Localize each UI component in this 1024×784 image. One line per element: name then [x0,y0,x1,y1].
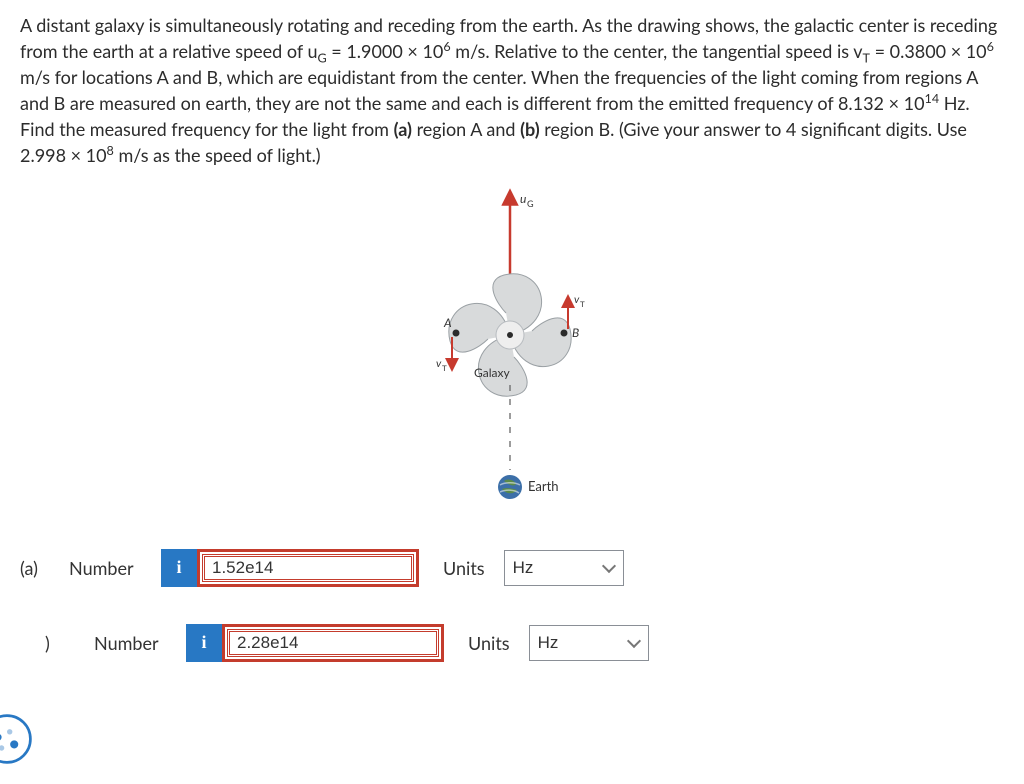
unit-select-b[interactable]: Hz [529,625,649,661]
unit-select-a[interactable]: Hz [504,550,624,586]
info-icon[interactable]: i [186,624,222,662]
number-label-a: Number [69,557,147,579]
number-input-b[interactable] [222,624,444,662]
svg-text:u: u [520,191,526,206]
question-text: A distant galaxy is simultaneously rotat… [0,0,1024,177]
earth-icon [498,475,522,499]
earth-label: Earth [528,478,559,494]
part-label-b: ) [45,632,80,654]
svg-text:T: T [580,299,585,309]
number-input-a[interactable] [197,549,419,587]
svg-text:A: A [443,315,452,330]
svg-text:T: T [442,363,447,373]
answer-row-b: ) Number i Units Hz [20,624,1004,662]
units-label-a: Units [443,557,485,579]
units-label-b: Units [468,632,510,654]
cookie-icon[interactable] [0,712,34,766]
galaxy-diagram: u G A v T B v T Galaxy [392,185,632,535]
number-label-b: Number [94,632,172,654]
svg-text:G: G [527,198,534,209]
info-icon[interactable]: i [161,549,197,587]
answer-row-a: (a) Number i Units Hz [20,549,1004,587]
galaxy-label: Galaxy [474,365,510,380]
svg-text:B: B [572,325,579,340]
answers-region: (a) Number i Units Hz ) Number i Units H… [0,549,1024,662]
part-label-a: (a) [20,557,55,579]
